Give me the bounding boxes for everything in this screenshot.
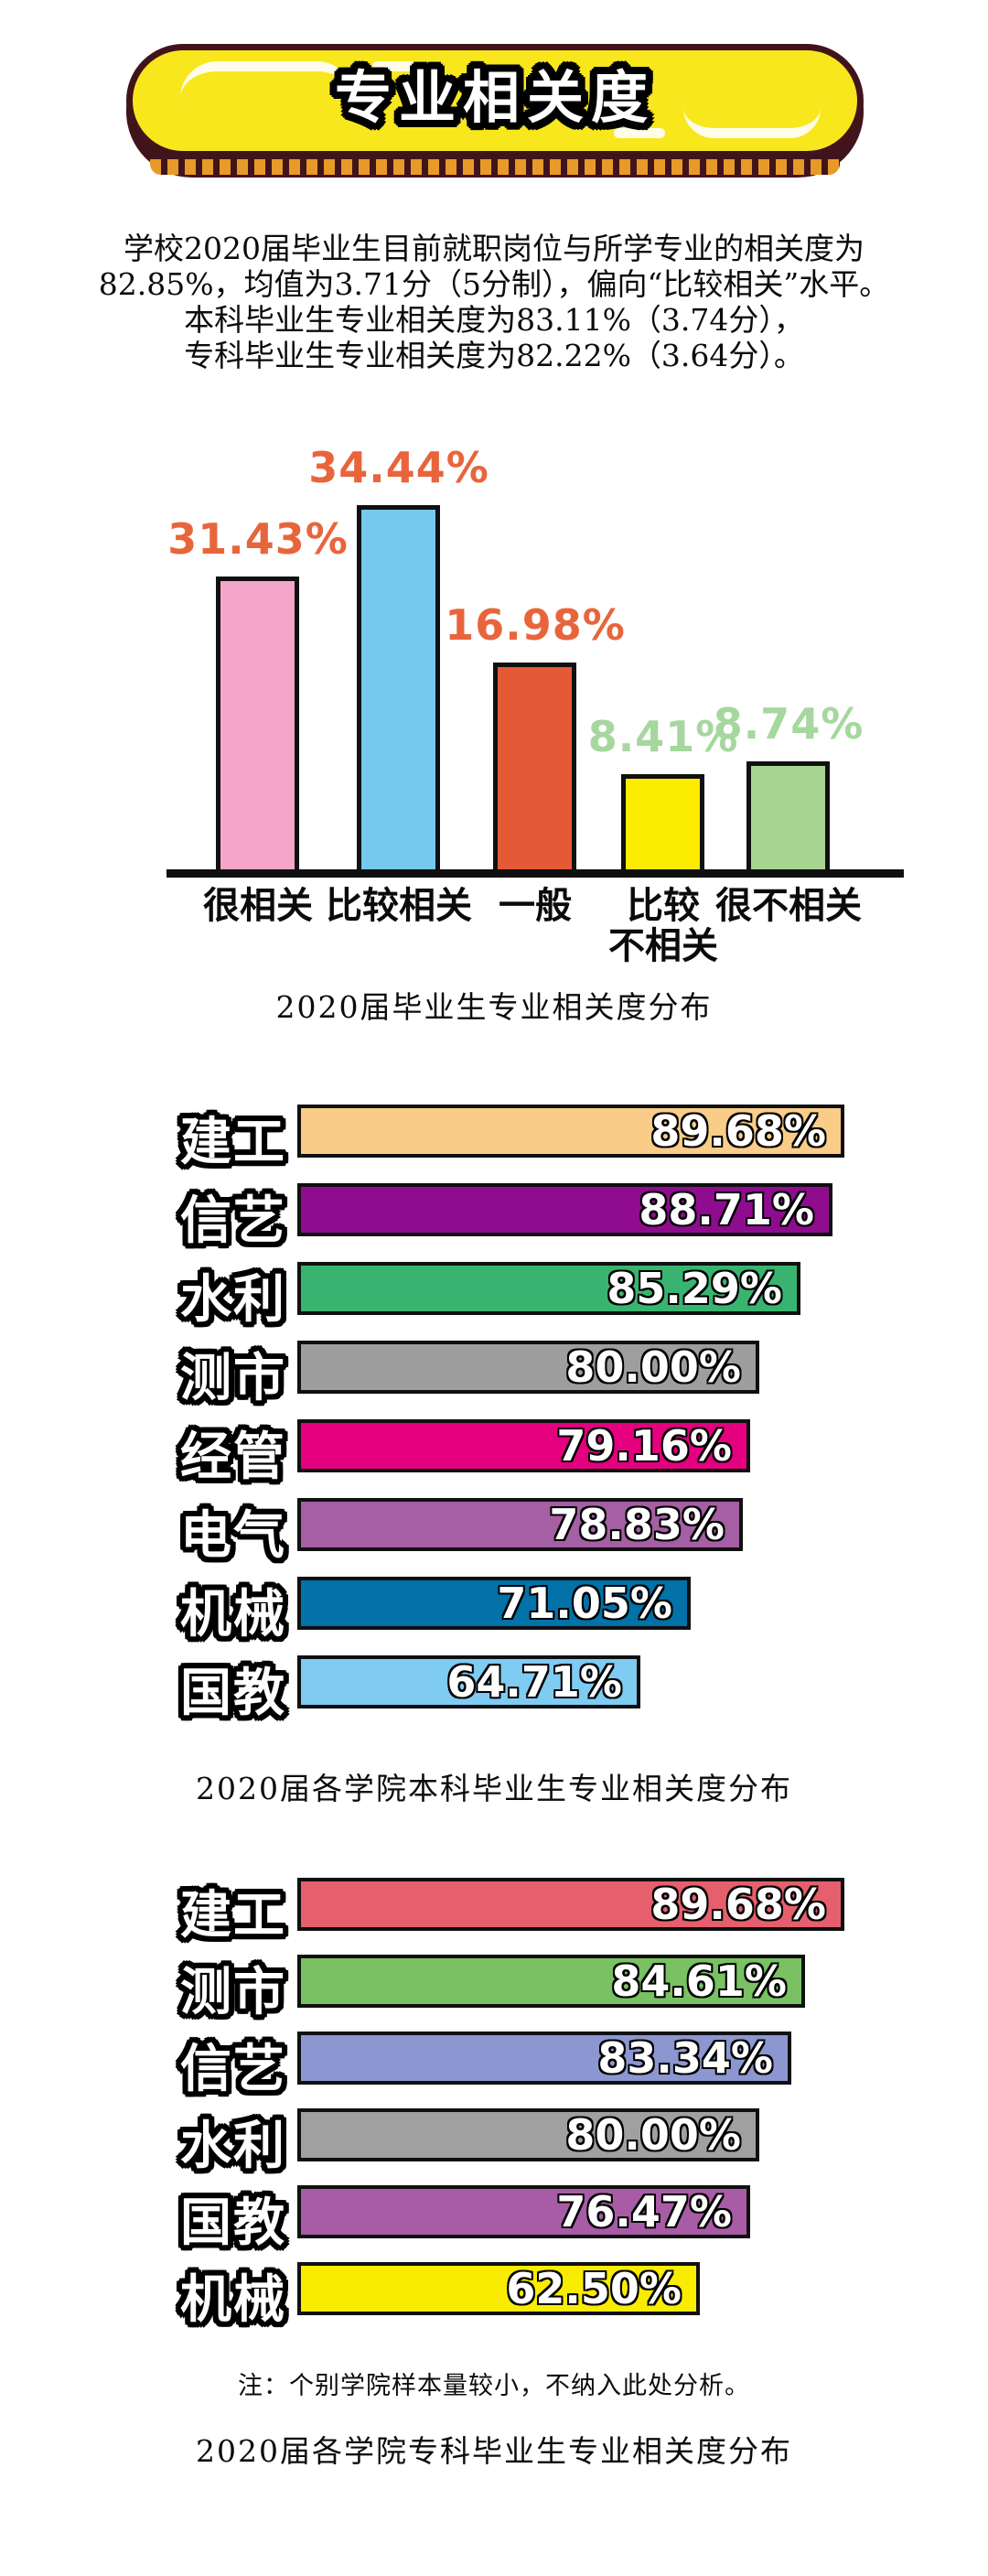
banner-highlight-arc-top-left (180, 61, 354, 135)
banner-pill (126, 44, 864, 157)
hbar-label-水利: 水利 (180, 2117, 286, 2176)
hbar-信艺: 83.34% (297, 2032, 791, 2085)
hbar-row-国教: 国教 76.47% (0, 2185, 988, 2253)
vbar-value-很不相关: 8.74% (713, 699, 864, 749)
banner-highlight-dash-bottom-right (614, 128, 665, 138)
hbar-label-信艺: 信艺 (180, 2040, 286, 2099)
hbar-label-建工: 建工 (180, 1113, 286, 1172)
hbar-label-国教: 国教 (180, 2193, 286, 2253)
hbar-value-机械: 71.05% (497, 1579, 672, 1628)
hbar-row-信艺: 信艺 83.34% (0, 2032, 988, 2099)
hbar-测市: 80.00% (297, 1341, 759, 1394)
intro-paragraph: 学校2020届毕业生目前就职岗位与所学专业的相关度为 82.85%，均值为3.7… (0, 231, 988, 373)
hbar-row-水利: 水利 85.29% (0, 1262, 988, 1330)
hbar-经管: 79.16% (297, 1419, 750, 1472)
intro-line-4: 专科毕业生专业相关度为82.22%（3.64分）。 (184, 338, 804, 373)
relevance-category-axis-labels: 很相关 比较相关 一般 比较 不相关 很不相关 (166, 886, 904, 986)
intro-line-1: 学校2020届毕业生目前就职岗位与所学专业的相关度为 (124, 231, 864, 266)
vbar-比较相关 (357, 505, 440, 869)
hbar-label-测市: 测市 (180, 1349, 286, 1408)
hbar-row-信艺: 信艺 88.71% (0, 1183, 988, 1251)
vbar-很相关 (216, 577, 299, 869)
hbar-value-机械: 62.50% (506, 2264, 682, 2313)
hbar-value-建工: 89.68% (650, 1106, 826, 1156)
hbar-机械: 62.50% (297, 2262, 700, 2315)
banner-coin-edge-decoration (150, 159, 840, 175)
vbar-value-比较相关: 34.44% (308, 443, 489, 492)
vbar-category-label-比较相关: 比较相关 (326, 885, 472, 927)
hbar-row-机械: 机械 71.05% (0, 1577, 988, 1644)
vbar-category-label-比较不相关: 比较 不相关 (608, 885, 718, 967)
banner-highlight-dash-top-left (372, 61, 433, 71)
hbar-电气: 78.83% (297, 1498, 743, 1551)
hbar-建工: 89.68% (297, 1105, 844, 1158)
hbar-建工: 89.68% (297, 1878, 844, 1931)
hbar-value-国教: 64.71% (446, 1657, 622, 1707)
relevance-distribution-bar-chart: 31.43% 34.44% 16.98% 8.41% 8.74% (166, 419, 904, 878)
hbar-row-水利: 水利 80.00% (0, 2108, 988, 2176)
hbar-row-建工: 建工 89.68% (0, 1878, 988, 1945)
hbar-机械: 71.05% (297, 1577, 691, 1630)
hbar-row-机械: 机械 62.50% (0, 2262, 988, 2330)
hbar-水利: 80.00% (297, 2108, 759, 2161)
hbar-国教: 76.47% (297, 2185, 750, 2238)
hbar-value-信艺: 88.71% (639, 1185, 814, 1234)
hbar-label-机械: 机械 (180, 1585, 286, 1644)
vbar-category-label-一般: 一般 (499, 885, 572, 927)
hbar-label-水利: 水利 (180, 1270, 286, 1330)
hbar-row-测市: 测市 80.00% (0, 1341, 988, 1408)
hbar-label-电气: 电气 (180, 1506, 286, 1566)
vbar-比较不相关 (621, 774, 704, 869)
hbar-row-电气: 电气 78.83% (0, 1498, 988, 1566)
vbar-一般 (493, 663, 576, 869)
sample-size-note: 注：个别学院样本量较小，不纳入此处分析。 (238, 2372, 750, 2400)
hbar-row-国教: 国教 64.71% (0, 1655, 988, 1723)
hbar-row-测市: 测市 84.61% (0, 1955, 988, 2022)
vbar-value-很相关: 31.43% (167, 514, 349, 564)
hbar-label-经管: 经管 (180, 1428, 286, 1487)
hbar-value-电气: 78.83% (549, 1500, 725, 1549)
hbar-测市: 84.61% (297, 1955, 805, 2008)
intro-line-3: 本科毕业生专业相关度为83.11%（3.74分）， (184, 302, 804, 338)
hbar-row-建工: 建工 89.68% (0, 1105, 988, 1172)
vbar-value-一般: 16.98% (445, 600, 626, 650)
vbar-category-label-很相关: 很相关 (203, 885, 313, 927)
hbar-信艺: 88.71% (297, 1183, 832, 1236)
vbar-category-label-很不相关: 很不相关 (715, 885, 862, 927)
hbar-label-机械: 机械 (180, 2270, 286, 2330)
hbar-value-信艺: 83.34% (597, 2033, 773, 2083)
hbar-value-测市: 80.00% (565, 1342, 741, 1392)
hbar-水利: 85.29% (297, 1262, 800, 1315)
vbar-很不相关 (746, 761, 830, 869)
chart-1-caption: 2020届毕业生专业相关度分布 (275, 989, 713, 1025)
title-banner: 专业相关度 (126, 44, 864, 178)
hbar-label-国教: 国教 (180, 1664, 286, 1723)
vbar-value-比较不相关: 8.41% (587, 712, 739, 761)
hbar-value-测市: 84.61% (611, 1956, 787, 2006)
hbar-国教: 64.71% (297, 1655, 640, 1708)
hbar-label-建工: 建工 (180, 1886, 286, 1945)
page-title: 专业相关度 (334, 64, 655, 131)
intro-line-2: 82.85%，均值为3.71分（5分制），偏向“比较相关”水平。 (98, 266, 890, 302)
hbar-value-水利: 85.29% (607, 1264, 782, 1313)
hbar-label-测市: 测市 (180, 1963, 286, 2022)
hbar-value-经管: 79.16% (556, 1421, 732, 1471)
hbar-value-国教: 76.47% (556, 2187, 732, 2236)
chart-2-caption: 2020届各学院本科毕业生专业相关度分布 (196, 1771, 792, 1806)
hbar-value-建工: 89.68% (650, 1880, 826, 1929)
chart-3-caption: 2020届各学院专科毕业生专业相关度分布 (196, 2433, 792, 2469)
hbar-label-信艺: 信艺 (180, 1191, 286, 1251)
hbar-value-水利: 80.00% (565, 2110, 741, 2160)
banner-highlight-arc-bottom-right (683, 77, 821, 138)
hbar-row-经管: 经管 79.16% (0, 1419, 988, 1487)
